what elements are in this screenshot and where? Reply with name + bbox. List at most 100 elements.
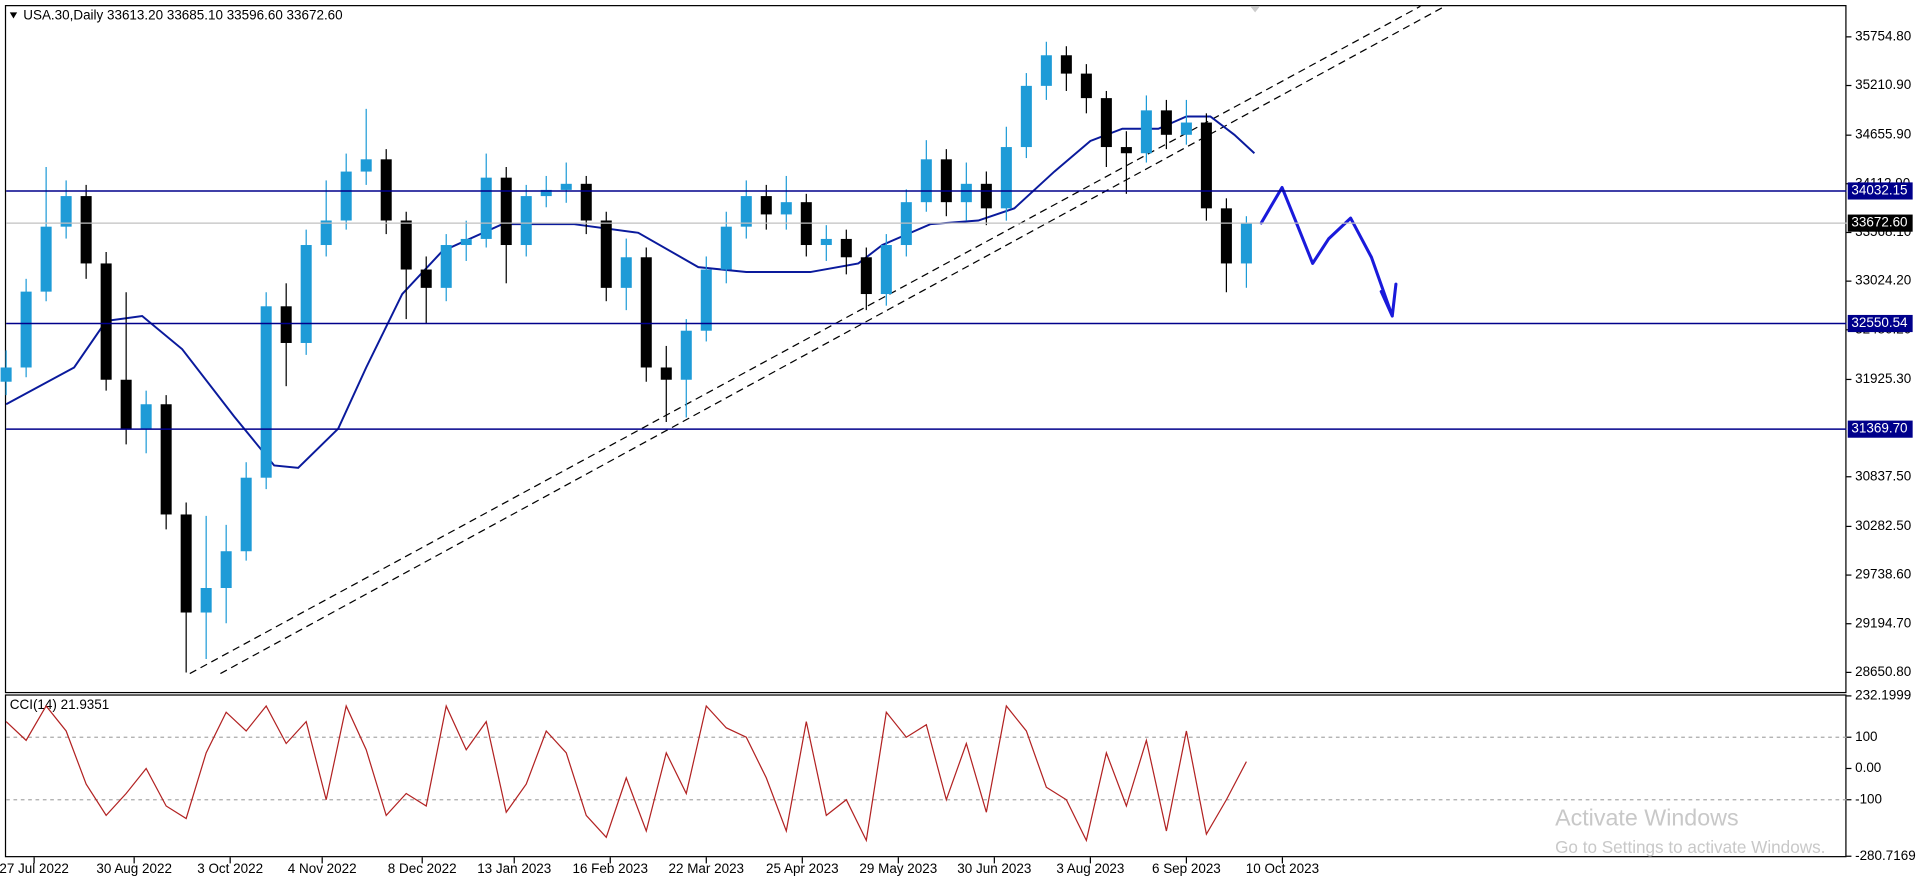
candle-body	[280, 306, 292, 343]
y-tick-label: 232.1999	[1855, 687, 1911, 702]
x-tick-label: 29 May 2023	[859, 861, 937, 876]
x-tick-label: 30 Aug 2022	[96, 861, 172, 876]
last-price-label: 33672.60	[1851, 215, 1907, 230]
candle-body	[1120, 147, 1132, 154]
candle-body	[1040, 55, 1052, 86]
candle-body	[420, 269, 432, 288]
x-tick-label: 4 Nov 2022	[288, 861, 357, 876]
candle-body	[480, 177, 492, 239]
x-tick-label: 27 Jul 2022	[0, 861, 69, 876]
candle-body	[440, 245, 452, 288]
candle-body	[160, 404, 172, 515]
candle-body	[820, 238, 832, 246]
last-price-box	[1847, 214, 1913, 232]
candle-body	[460, 238, 472, 246]
candle-body	[340, 171, 352, 221]
level-label: 32550.54	[1851, 315, 1908, 330]
y-tick-label: 100	[1855, 729, 1877, 744]
candle-body	[180, 514, 192, 613]
cci-title: CCI(14) 21.9351	[10, 697, 109, 712]
candle-body	[620, 257, 632, 288]
x-tick-label: 16 Feb 2023	[572, 861, 648, 876]
candle-body	[560, 183, 572, 190]
y-tick-label: 0.00	[1855, 760, 1881, 775]
candle-body	[660, 367, 672, 380]
channel-line	[189, 5, 1421, 675]
candle-body	[240, 477, 252, 552]
y-tick-label: 35754.80	[1855, 28, 1911, 43]
candle-body	[60, 196, 72, 227]
x-tick-label: 3 Oct 2022	[197, 861, 263, 876]
candle-body	[1240, 223, 1252, 264]
x-tick-label: 13 Jan 2023	[477, 861, 551, 876]
chart-title: USA.30,Daily 33613.20 33685.10 33596.60 …	[23, 8, 342, 23]
candle-body	[1180, 122, 1192, 135]
y-tick-label: 34655.90	[1855, 127, 1911, 142]
y-tick-label: 35210.90	[1855, 77, 1911, 92]
main-panel-frame	[4, 5, 1847, 694]
candle-body	[1000, 147, 1012, 209]
candle-body	[220, 551, 232, 589]
y-tick-label: -100	[1855, 791, 1882, 806]
x-tick-label: 25 Apr 2023	[766, 861, 839, 876]
candle-body	[1220, 208, 1232, 264]
candle-body	[0, 367, 12, 382]
y-tick-label: 33024.20	[1855, 273, 1911, 288]
x-tick-label: 8 Dec 2022	[388, 861, 457, 876]
candle-body	[600, 220, 612, 288]
moving-average	[5, 115, 1256, 469]
candle-body	[20, 291, 32, 368]
candle-body	[880, 245, 892, 295]
y-tick-label: 29194.70	[1855, 615, 1911, 630]
x-tick-label: 10 Oct 2023	[1246, 861, 1319, 876]
candle-body	[980, 183, 992, 209]
candle-body	[840, 238, 852, 258]
level-label-box	[1847, 420, 1913, 438]
candle-body	[960, 183, 972, 203]
y-tick-label: -280.7169	[1855, 848, 1916, 863]
candle-body	[1060, 55, 1072, 74]
candle-body	[80, 196, 92, 264]
level-label-box	[1847, 314, 1913, 333]
candle-body	[140, 404, 152, 429]
y-tick-label: 28650.80	[1855, 664, 1911, 679]
cci-panel-frame	[4, 694, 1847, 858]
candle-body	[300, 245, 312, 343]
candle-body	[540, 189, 552, 197]
candle-body	[760, 196, 772, 215]
shift-marker	[1250, 6, 1260, 13]
candle-body	[700, 269, 712, 331]
candle-body	[1200, 122, 1212, 209]
candle-body	[100, 263, 112, 380]
collapse-icon	[9, 12, 18, 19]
candle-body	[640, 257, 652, 368]
x-tick-label: 3 Aug 2023	[1056, 861, 1124, 876]
candle-body	[360, 159, 372, 172]
watermark-title: Activate Windows	[1555, 804, 1738, 830]
x-tick-label: 6 Sep 2023	[1152, 861, 1221, 876]
level-label: 34032.15	[1851, 183, 1907, 198]
candle-body	[380, 159, 392, 221]
candle-body	[400, 220, 412, 270]
candle-body	[500, 177, 512, 246]
level-label-box	[1847, 182, 1913, 200]
candle-body	[1140, 110, 1152, 154]
watermark-subtitle: Go to Settings to activate Windows.	[1555, 837, 1825, 857]
x-tick-label: 22 Mar 2023	[669, 861, 745, 876]
candle-body	[720, 226, 732, 270]
y-tick-label: 31925.30	[1855, 371, 1911, 386]
candle-body	[520, 196, 532, 246]
candle-body	[740, 196, 752, 227]
candle-body	[1160, 110, 1172, 135]
candle-body	[1020, 85, 1032, 148]
candle-body	[1080, 73, 1092, 99]
y-tick-label: 30837.50	[1855, 468, 1911, 483]
candle-body	[40, 226, 52, 292]
candle-body	[580, 183, 592, 221]
candle-body	[120, 379, 132, 429]
candle-body	[860, 257, 872, 295]
x-tick-label: 30 Jun 2023	[957, 861, 1031, 876]
